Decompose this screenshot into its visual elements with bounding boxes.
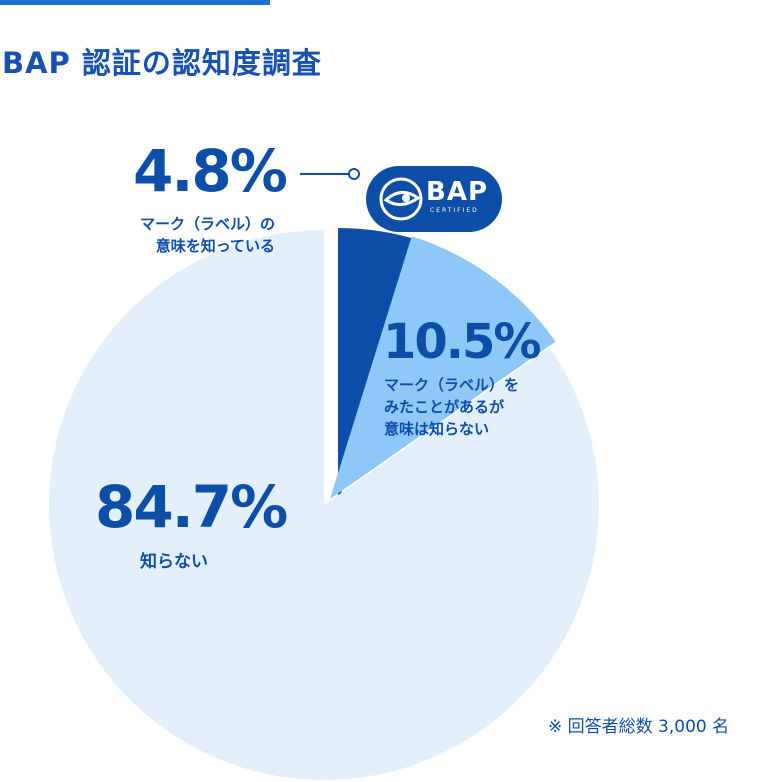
pie-slice-seen-not-know	[330, 236, 556, 500]
desc-line: 意味は知らない	[384, 419, 490, 438]
desc-label-know: マーク（ラベル）の 意味を知っている	[140, 214, 275, 258]
accent-bar	[0, 0, 270, 5]
badge-text: BAP	[426, 177, 488, 207]
desc-label-seen: マーク（ラベル）を みたことがあるが 意味は知らない	[384, 375, 519, 440]
pie-slice-unknown	[49, 230, 600, 780]
respondent-note: ※ 回答者総数 3,000 名	[548, 717, 730, 737]
bap-certified-badge: BAP CERTIFIED	[366, 166, 502, 232]
pct-label-seen: 10.5%	[383, 314, 542, 370]
pct-label-know: 4.8%	[133, 137, 288, 205]
desc-line: みたことがあるが	[384, 397, 505, 416]
fish-eye-icon	[379, 177, 423, 221]
desc-line: マーク（ラベル）の	[140, 215, 276, 233]
desc-line: 意味を知っている	[155, 236, 276, 255]
page-title: BAP 認証の認知度調査	[2, 46, 322, 80]
pct-label-unknown: 84.7%	[95, 473, 288, 541]
desc-label-unknown: 知らない	[140, 550, 208, 575]
desc-line: マーク（ラベル）を	[384, 376, 520, 394]
badge-subtext: CERTIFIED	[430, 207, 479, 214]
desc-line: 知らない	[140, 552, 208, 572]
leader-dot	[348, 168, 360, 180]
